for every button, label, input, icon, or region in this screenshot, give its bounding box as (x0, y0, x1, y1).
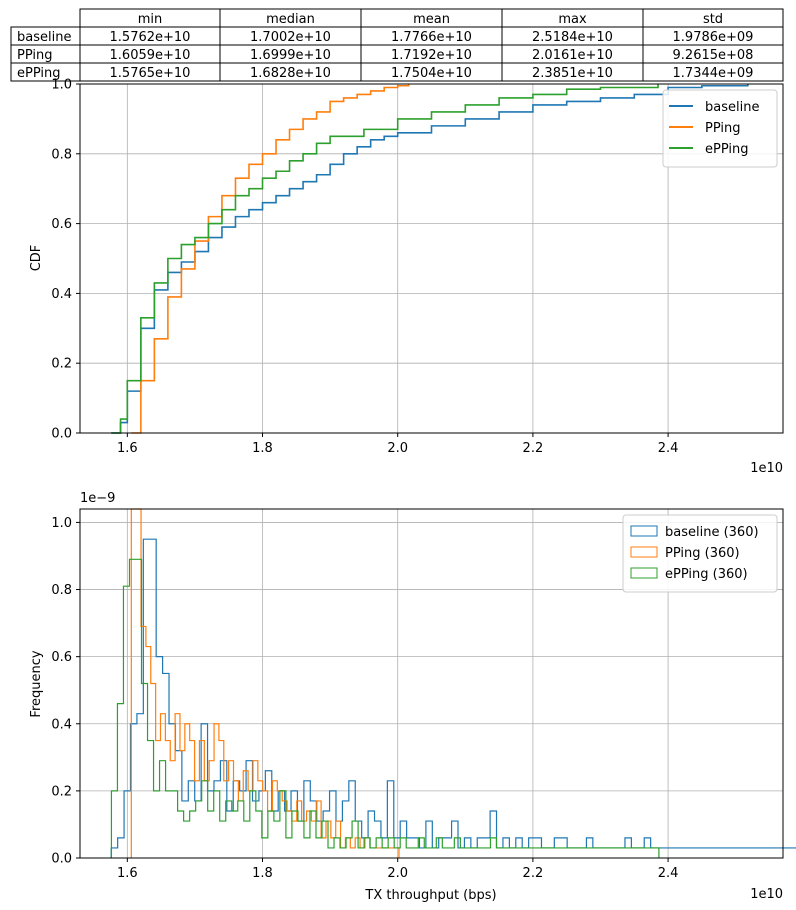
summary-table: min median mean max std baseline 1.5762e+10 1.7… (10, 8, 784, 82)
table-cell-value: 1.9786e+09 (673, 30, 754, 45)
hist-legend-label: ePPing (360) (665, 567, 748, 582)
hist-x-tick-label: 2.0 (387, 866, 408, 881)
table-cell-value: 1.7504e+10 (391, 66, 472, 81)
hist-y-tick-label: 0.0 (51, 852, 72, 867)
table-cell-value: 1.6059e+10 (110, 48, 191, 63)
cdf-x-tick-label: 2.4 (658, 441, 679, 456)
cdf-legend-label: baseline (705, 100, 759, 115)
hist-frame (79, 508, 784, 859)
table-row-label-baseline: baseline (17, 30, 71, 45)
hist-y-tick-label: 0.8 (51, 583, 72, 598)
cdf-y-tick-label: 0.8 (51, 147, 72, 162)
table-cell-value: 1.6828e+10 (250, 66, 331, 81)
histogram-chart: 1.6 1.8 2.0 2.2 2.4 0.0 0.2 0.4 0.6 0.8 1.0 Freque… (29, 491, 796, 903)
cdf-x-tick-label: 2.2 (523, 441, 544, 456)
cdf-frame (79, 83, 784, 434)
table-cell-value: 1.5765e+10 (110, 66, 191, 81)
cdf-x-tick-label: 2.0 (387, 441, 408, 456)
hist-series (110, 508, 796, 858)
table-header-max: max (558, 12, 587, 27)
cdf-line-PPing (131, 84, 410, 434)
hist-x-axis-label: TX throughput (bps) (364, 888, 496, 903)
hist-y-tick-label: 1.0 (51, 516, 72, 531)
cdf-y-tick-label: 0.0 (51, 427, 72, 442)
hist-step-ePPing (110, 558, 660, 858)
hist-legend-swatch (630, 546, 658, 558)
cdf-axes: 1.6 1.8 2.0 2.2 2.4 0.0 0.2 0.4 0.6 0.8 1.0 (51, 78, 784, 456)
table-cell-value: 1.7002e+10 (250, 30, 331, 45)
hist-legend-swatch (630, 567, 658, 579)
hist-x-tick-label: 1.6 (117, 866, 138, 881)
hist-legend-label: PPing (360) (665, 546, 740, 561)
cdf-series-lines (111, 84, 749, 434)
table-header-std: std (703, 12, 723, 27)
hist-legend-frame (622, 514, 778, 593)
table-cell-value: 2.3851e+10 (532, 66, 613, 81)
cdf-legend: baseline PPing ePPing (662, 89, 778, 168)
cdf-y-tick-label: 0.6 (51, 217, 72, 232)
hist-axes: 1.6 1.8 2.0 2.2 2.4 0.0 0.2 0.4 0.6 0.8 1.0 (51, 508, 784, 881)
cdf-x-offset-text: 1e10 (750, 461, 783, 476)
hist-legend: baseline (360) PPing (360) ePPing (360) (622, 514, 778, 593)
cdf-x-tick-label: 1.8 (252, 441, 273, 456)
table-cell-value: 1.5762e+10 (110, 30, 191, 45)
cdf-chart: 1.6 1.8 2.0 2.2 2.4 0.0 0.2 0.4 0.6 0.8 1.0 CDF 1e… (29, 78, 784, 476)
table-cell-value: 2.5184e+10 (532, 30, 613, 45)
table-cell (642, 62, 784, 82)
hist-legend-label: baseline (360) (665, 525, 759, 540)
cdf-y-tick-label: 0.2 (51, 357, 72, 372)
cdf-x-tick-label: 1.6 (117, 441, 138, 456)
hist-y-tick-label: 0.2 (51, 784, 72, 799)
hist-x-tick-label: 2.4 (658, 866, 679, 881)
hist-y-axis-label: Frequency (29, 650, 44, 717)
hist-x-offset-text: 1e10 (750, 887, 783, 902)
hist-y-tick-label: 0.4 (51, 717, 72, 732)
cdf-legend-label: ePPing (705, 142, 749, 157)
hist-x-tick-label: 2.2 (523, 866, 544, 881)
table-header-mean: mean (413, 12, 450, 27)
table-cell-value: 1.7192e+10 (391, 48, 472, 63)
cdf-line-baseline (111, 84, 749, 434)
table-row-label-PPing: PPing (17, 48, 53, 63)
table-cell-value: 1.7766e+10 (391, 30, 472, 45)
table-cell-value: 9.2615e+08 (673, 48, 754, 63)
hist-step-baseline (110, 538, 796, 858)
table-header-median: median (266, 12, 315, 27)
cdf-y-axis-label: CDF (29, 245, 44, 272)
cdf-legend-label: PPing (705, 121, 741, 136)
hist-legend-swatch (630, 525, 658, 537)
hist-y-offset-text: 1e−9 (80, 491, 115, 506)
hist-x-tick-label: 1.8 (252, 866, 273, 881)
hist-y-tick-label: 0.6 (51, 650, 72, 665)
table-header-min: min (138, 12, 163, 27)
hist-step-PPing (130, 508, 400, 858)
table-cell-value: 1.7344e+09 (673, 66, 754, 81)
table-row-label-ePPing: ePPing (17, 66, 61, 81)
cdf-y-tick-label: 1.0 (51, 78, 72, 93)
cdf-y-tick-label: 0.4 (51, 287, 72, 302)
cdf-line-ePPing (111, 84, 659, 434)
table-cell-value: 2.0161e+10 (532, 48, 613, 63)
table-cell-value: 1.6999e+10 (250, 48, 331, 63)
